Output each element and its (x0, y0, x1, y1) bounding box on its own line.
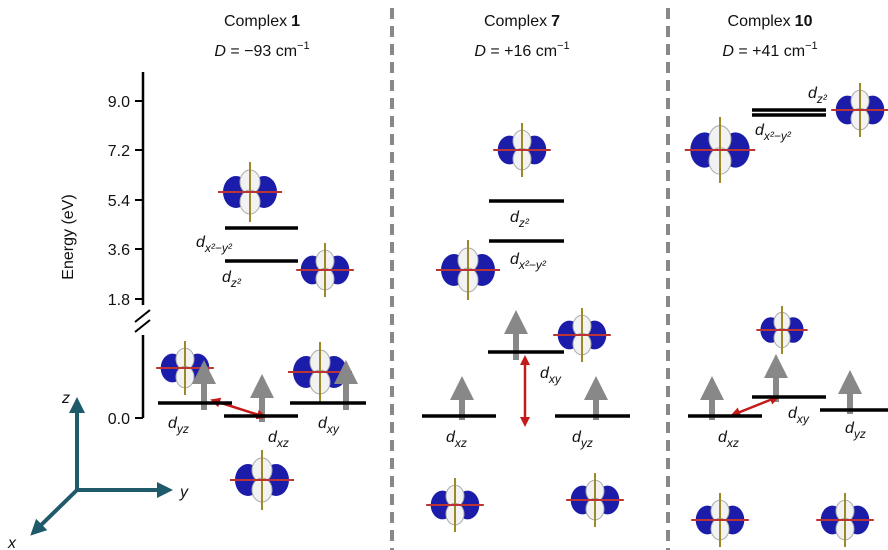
column-title: Complex 1 (224, 13, 300, 30)
tick-label: 7.2 (108, 143, 130, 160)
orbitals (156, 83, 888, 547)
zfs-number: = +41 cm (734, 43, 805, 60)
axis-break (134, 309, 151, 323)
zfs-exp: −1 (557, 40, 570, 52)
zfs-symbol: D (214, 43, 226, 60)
title-name: Complex (484, 13, 547, 30)
orbital-symbol: d (510, 209, 520, 226)
zfs-symbol: D (722, 43, 734, 60)
axis-ticks: 0.0 1.8 3.6 5.4 7.2 9.0 (108, 94, 143, 428)
orbital-subscript: x²−y² (518, 258, 547, 272)
level-label: dxy (318, 415, 340, 436)
orbital-subscript: z² (230, 276, 242, 290)
level-label: dz² (222, 269, 242, 290)
title-name: Complex (728, 13, 791, 30)
tick-label: 9.0 (108, 94, 130, 111)
orbital-subscript: x²−y² (763, 129, 792, 143)
zfs-value: D = −93 cm−1 (214, 40, 309, 60)
tick-label: 5.4 (108, 193, 130, 210)
level-label: dxy (788, 405, 810, 426)
orbital-subscript: xy (548, 372, 562, 386)
orbital-symbol: d (510, 251, 520, 268)
orbital-subscript: z² (816, 92, 828, 106)
tick-label: 1.8 (108, 292, 130, 309)
z-label: z (61, 390, 70, 407)
tick-label: 0.0 (108, 411, 130, 428)
orbital-symbol: d (808, 85, 818, 102)
level-label: dyz (168, 415, 189, 436)
orbital-subscript: xy (796, 412, 810, 426)
splitting-arrow (730, 395, 780, 417)
level-label: dz² (510, 209, 530, 230)
level-label: dxy (540, 365, 562, 386)
orbital-subscript: yz (176, 422, 189, 436)
orbital-subscript: xz (276, 436, 289, 450)
zfs-value: D = +16 cm−1 (474, 40, 569, 60)
x-axis-arrow (30, 488, 79, 536)
level-label: dx²−y² (196, 234, 233, 255)
orbital-symbol: d (572, 429, 582, 446)
orbital-symbol: d (196, 234, 206, 251)
column-title: Complex 7 (484, 13, 560, 30)
zfs-exp: −1 (805, 40, 818, 52)
title-number: 1 (291, 13, 300, 30)
level-label: dxz (718, 429, 739, 450)
axis-break (134, 319, 151, 333)
level-label: dyz (572, 429, 593, 450)
level-label: dz² (808, 85, 828, 106)
orbital-symbol: d (755, 122, 765, 139)
axis-label: Energy (eV) (60, 194, 77, 279)
orbital-symbol: d (788, 405, 798, 422)
orbital-symbol: d (168, 415, 178, 432)
zfs-exp: −1 (297, 40, 310, 52)
x-label: x (7, 535, 17, 550)
orbital-subscript: xy (326, 422, 340, 436)
zfs-value: D = +41 cm−1 (722, 40, 817, 60)
y-label: y (179, 484, 189, 501)
zfs-number: = −93 cm (226, 43, 297, 60)
orbital-subscript: z² (518, 216, 530, 230)
zfs-symbol: D (474, 43, 486, 60)
title-name: Complex (224, 13, 287, 30)
title-number: 7 (551, 13, 560, 30)
column-title: Complex 10 (728, 13, 813, 30)
orbital-symbol: d (540, 365, 550, 382)
orbital-symbol: d (446, 429, 456, 446)
orbital-symbol: d (268, 429, 278, 446)
title-number: 10 (795, 13, 813, 30)
orbital-subscript: yz (853, 427, 866, 441)
orbital-subscript: yz (580, 436, 593, 450)
orbital-subscript: x²−y² (204, 241, 233, 255)
level-label: dx²−y² (510, 251, 547, 272)
level-label: dxz (446, 429, 467, 450)
level-label: dyz (845, 420, 866, 441)
orbital-symbol: d (845, 420, 855, 437)
orbital-symbol: d (718, 429, 728, 446)
orbital-symbol: d (318, 415, 328, 432)
orbital-subscript: xz (726, 436, 739, 450)
orbital-subscript: xz (454, 436, 467, 450)
zfs-number: = +16 cm (486, 43, 557, 60)
orbital-symbol: d (222, 269, 232, 286)
tick-label: 3.6 (108, 242, 130, 259)
level-label: dxz (268, 429, 289, 450)
level-label: dx²−y² (755, 122, 792, 143)
